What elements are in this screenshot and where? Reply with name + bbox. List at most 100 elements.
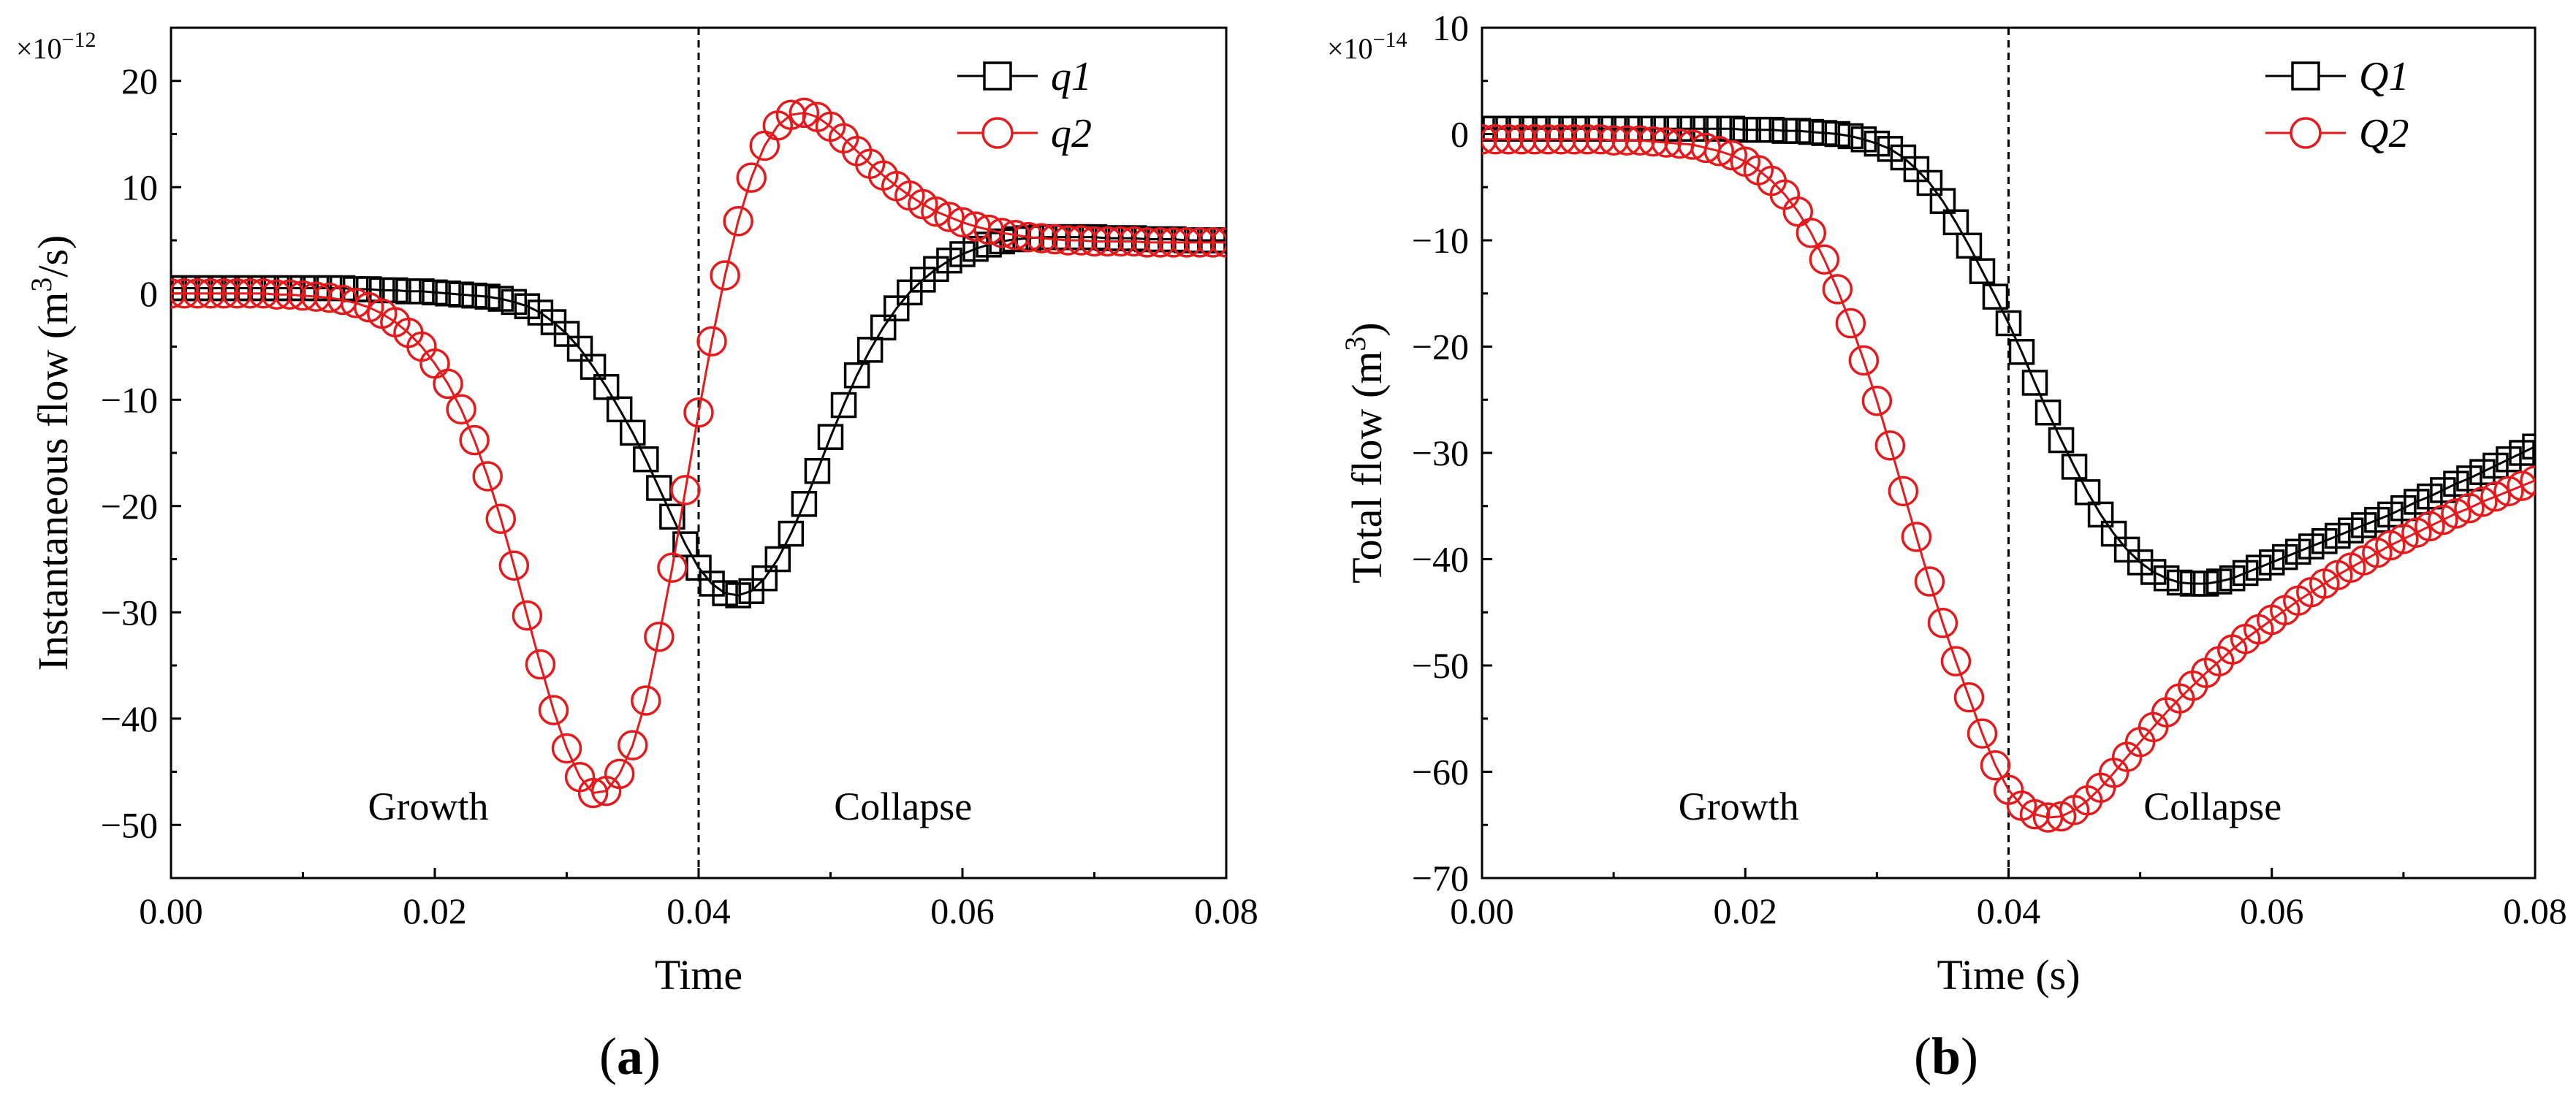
data-point-q2 [670,475,701,505]
data-point-q2 [171,278,200,309]
data-point-Q1 [2232,560,2259,587]
series-line-Q2 [1482,138,2535,819]
panel-label: (b) [1914,1027,1978,1086]
data-point-Q2 [1638,126,1668,157]
y-tick-label: −70 [1412,858,1469,898]
data-point-Q2 [1809,244,1840,275]
data-point-q2 [551,733,582,764]
data-point-q1 [672,531,699,557]
data-point-Q2 [1861,385,1893,416]
data-point-Q1 [2456,465,2482,492]
data-point-Q2 [2493,476,2524,507]
data-point-q2 [1131,227,1163,258]
data-point-Q1 [2205,568,2233,595]
y-tick-label: −10 [1412,220,1469,261]
y-tick-label: 0 [140,273,158,314]
data-point-q2 [433,368,463,400]
data-point-q1 [566,335,593,362]
data-point-Q1 [2496,446,2522,473]
data-point-q2 [446,394,476,425]
data-point-Q2 [1559,124,1589,155]
data-point-q2 [657,552,688,583]
data-point-Q2 [1980,750,2011,781]
data-point-q1 [620,419,646,446]
legend-marker-q2 [981,117,1014,149]
series-line-q2 [171,111,1226,795]
x-tick-label: 0.02 [1714,890,1778,931]
data-point-q1 [712,580,738,606]
data-point-Q1 [1969,258,1996,284]
data-point-q1 [593,374,620,400]
data-point-q1 [395,278,422,305]
data-point-q2 [723,206,753,237]
x-tick-label: 0.08 [2503,890,2567,931]
data-point-q1 [699,571,725,597]
data-point-Q1 [2377,501,2404,528]
data-point-Q2 [2019,798,2051,830]
data-point-q1 [646,475,672,501]
data-point-Q1 [1482,115,1495,142]
data-point-Q1 [1903,156,1930,183]
x-tick-label: 0.02 [403,890,467,931]
data-point-Q2 [1482,124,1497,155]
data-point-q1 [580,354,607,380]
y-tick-label: −60 [1412,752,1469,793]
data-point-Q1 [2008,339,2035,365]
data-point-q1 [633,446,659,473]
data-point-q2 [934,202,965,232]
data-point-Q1 [2285,538,2311,565]
data-point-Q1 [2272,543,2298,571]
legend-marker-Q2 [2290,117,2322,149]
data-point-q2 [631,685,661,716]
data-point-q1 [514,293,541,319]
data-point-Q2 [1796,218,1827,248]
data-point-Q1 [2443,470,2469,497]
legend-label-Q1: Q1 [2359,54,2409,99]
data-point-Q1 [2166,569,2193,596]
data-point-Q1 [2522,433,2535,460]
data-point-q1 [751,565,778,592]
data-point-Q1 [1811,120,1838,146]
y-tick-label: −20 [101,486,158,527]
data-point-q2 [710,260,740,291]
y-multiplier: ×10−12 [16,28,96,65]
data-point-q1 [461,282,487,309]
data-point-Q1 [1995,310,2022,337]
data-point-Q1 [1929,188,1956,214]
data-point-Q1 [2153,565,2180,592]
data-point-Q2 [1967,718,1998,749]
plot-area [1482,115,2535,833]
data-point-q2 [182,278,213,309]
data-point-q2 [1065,225,1097,256]
data-point-Q2 [1940,646,1972,676]
data-point-Q1 [2469,459,2496,485]
data-point-Q2 [1532,124,1563,155]
panel-label: (a) [599,1027,661,1086]
data-point-Q1 [2364,506,2390,533]
data-point-q1 [659,503,685,530]
data-point-Q1 [1850,126,1877,153]
data-point-Q2 [1914,566,1945,597]
y-tick-label: −40 [101,698,158,739]
data-point-q1 [884,295,910,321]
data-point-q1 [606,396,633,423]
data-point-q1 [409,278,435,305]
data-point-Q1 [2390,495,2417,522]
plot-area [171,97,1226,809]
data-point-q1 [856,337,884,363]
data-point-q2 [921,196,951,227]
x-tick-label: 0.06 [930,890,995,931]
y-tick-label: −50 [1412,645,1469,686]
data-point-q1 [804,457,831,484]
data-point-Q1 [2179,571,2206,597]
data-point-Q2 [1572,124,1603,155]
data-point-q2 [1118,226,1150,257]
data-point-q1 [448,281,474,308]
annotation-collapse: Collapse [834,785,972,828]
data-point-Q2 [2480,481,2511,512]
data-point-Q1 [1732,116,1758,143]
x-tick-label: 0.00 [1450,890,1514,931]
y-tick-label: 10 [1432,7,1469,48]
y-axis-label: Instantaneous flow (m3/s) [25,235,77,671]
data-point-q2 [696,326,727,356]
